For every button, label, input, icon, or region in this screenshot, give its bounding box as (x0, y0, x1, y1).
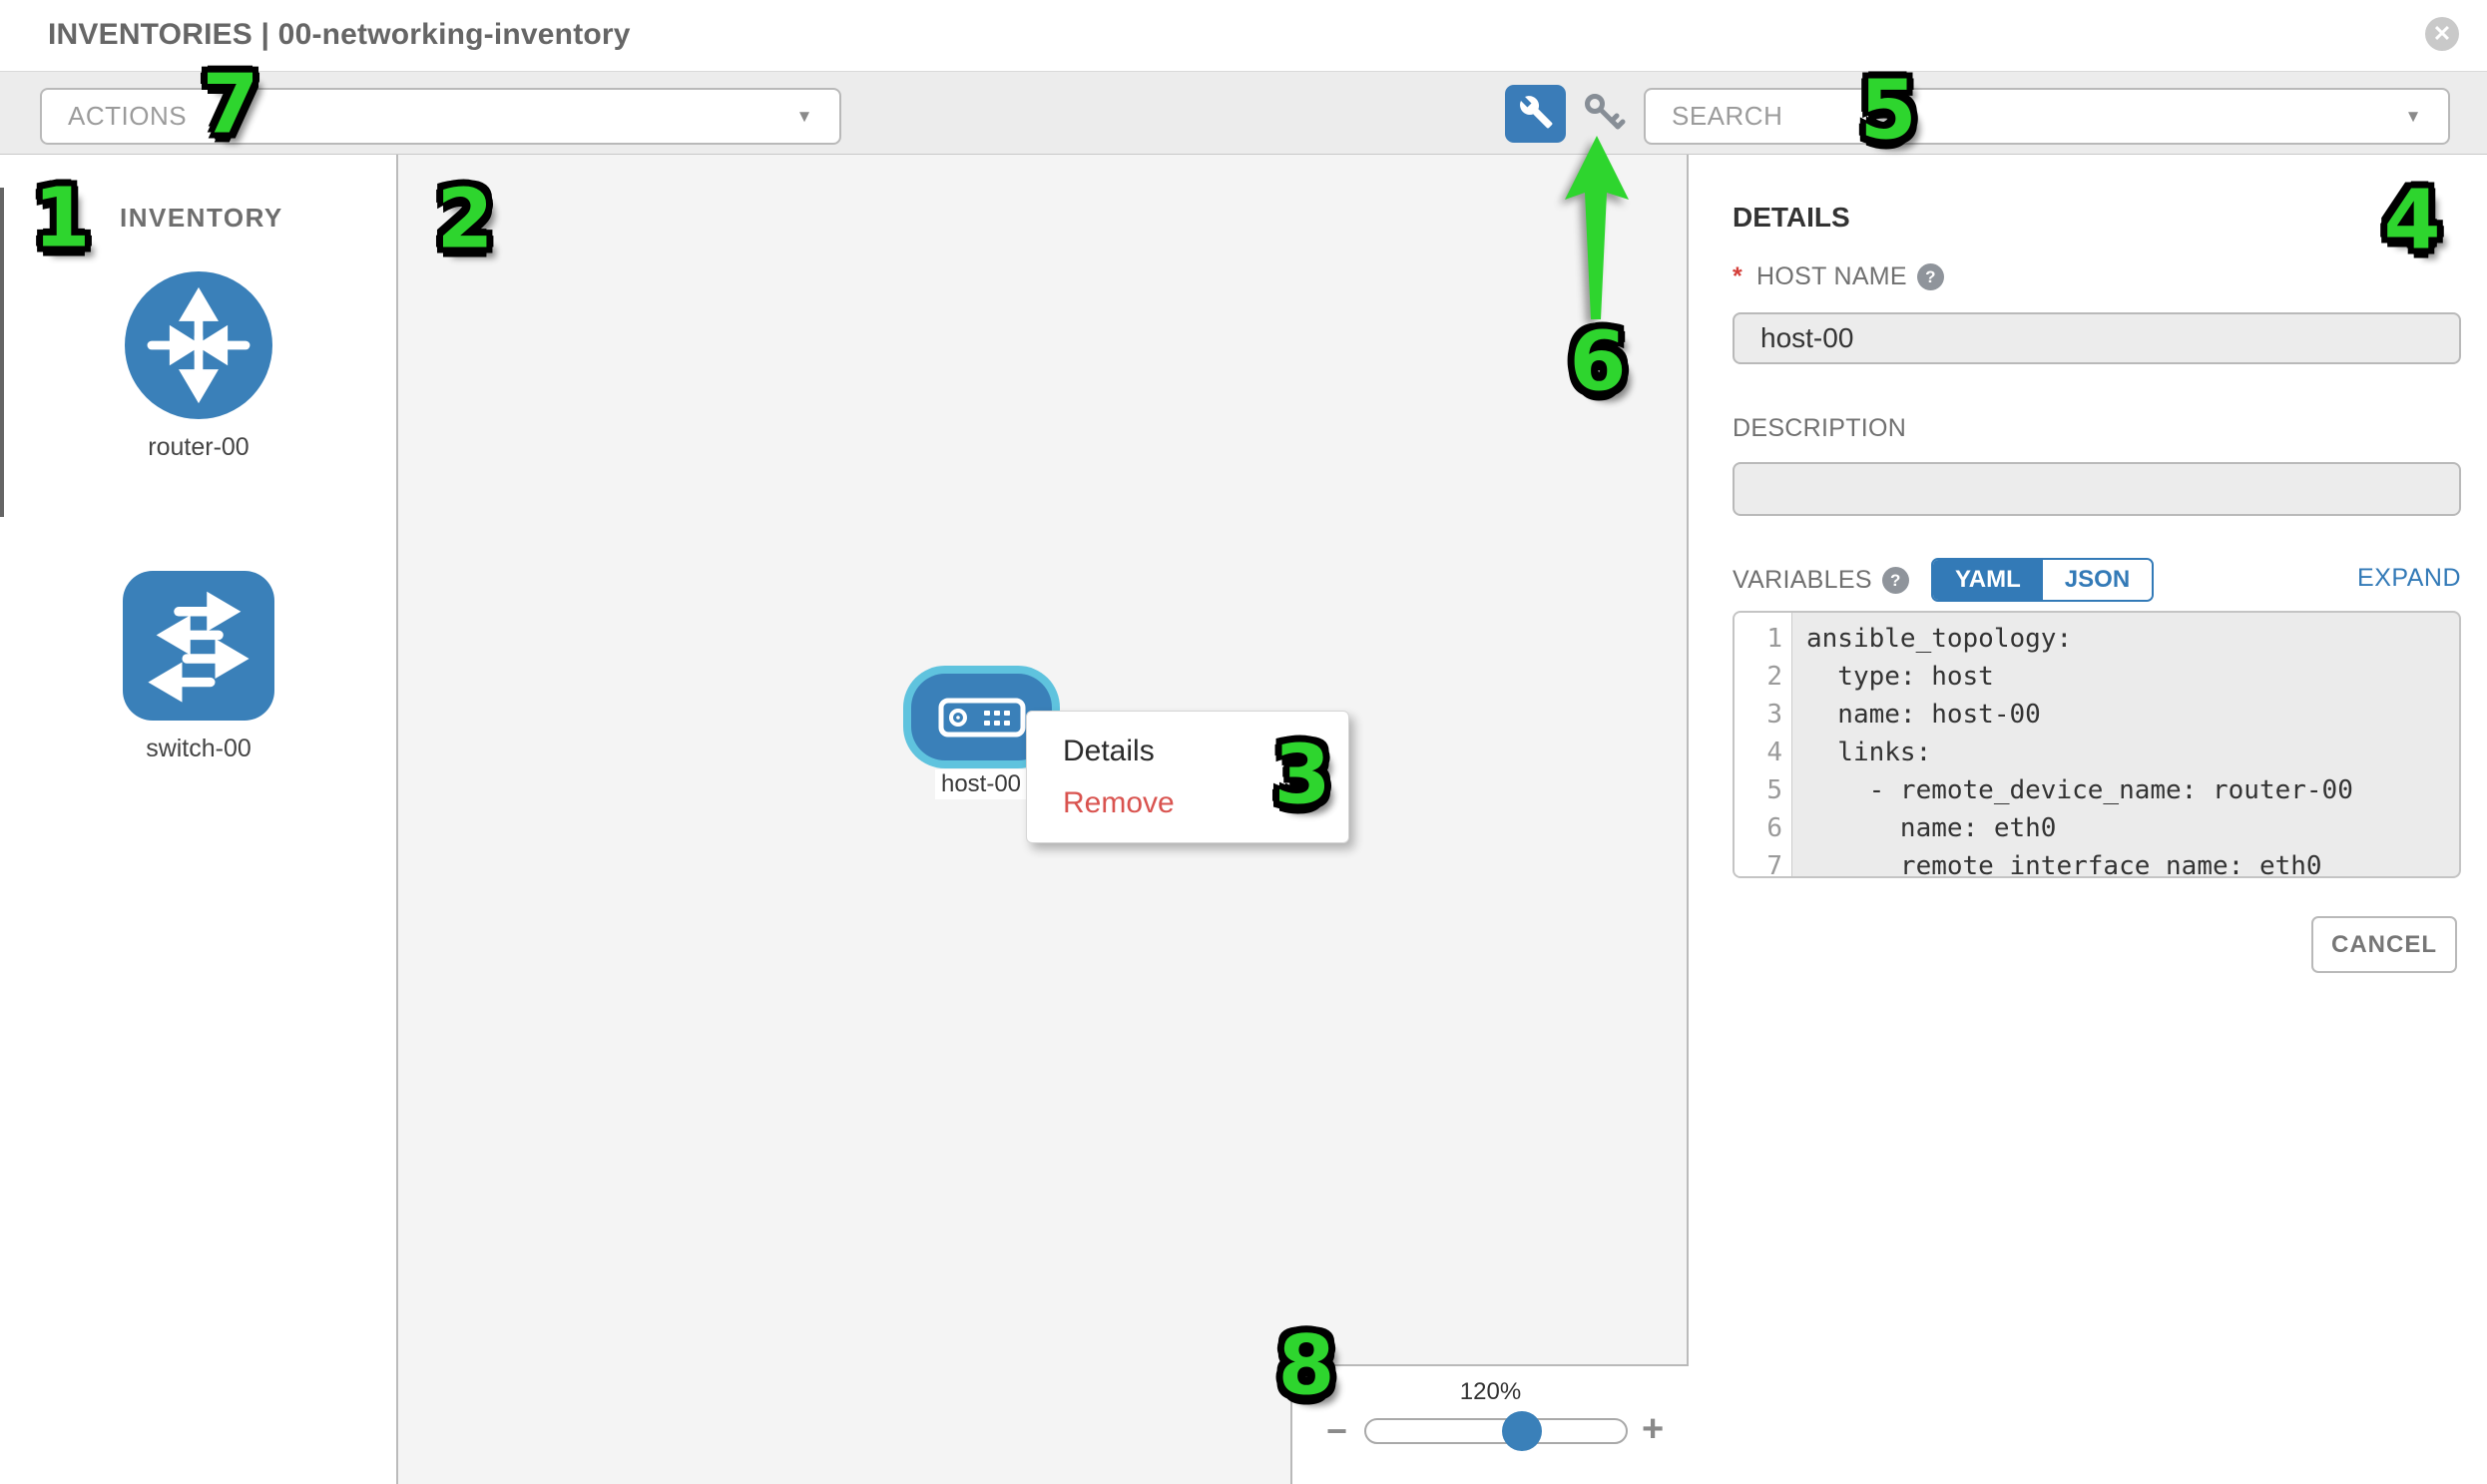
topology-canvas[interactable]: host-00 Details Remove 120% − + (398, 155, 1689, 1484)
required-asterisk: * (1733, 262, 1743, 290)
header: INVENTORIES | 00-networking-inventory ✕ (0, 0, 2487, 72)
zoom-slider-track[interactable] (1364, 1411, 1628, 1451)
description-label: DESCRIPTION (1733, 414, 1907, 442)
sidebar-scrollbar[interactable] (0, 188, 4, 517)
code-line: name: eth0 (1806, 813, 2057, 843)
tab-yaml[interactable]: YAML (1933, 560, 2043, 600)
cancel-button[interactable]: CANCEL (2311, 916, 2457, 973)
help-icon[interactable]: ? (1916, 263, 1944, 290)
configure-tools-button[interactable] (1505, 85, 1566, 143)
code-line: - remote_device_name: router-00 (1806, 775, 2353, 805)
line-number: 5 (1766, 775, 1782, 805)
details-panel: DETAILS * HOST NAME ? DESCRIPTION VARIAB… (1691, 155, 2487, 1484)
actions-dropdown[interactable]: ACTIONS ▼ (40, 88, 841, 145)
sidebar-item-router[interactable]: router-00 (125, 271, 272, 462)
details-panel-title: DETAILS (1733, 202, 1850, 233)
line-number: 1 (1766, 624, 1782, 654)
sidebar-item-switch[interactable]: switch-00 (123, 571, 274, 763)
actions-dropdown-label: ACTIONS (68, 101, 188, 131)
zoom-out-button[interactable]: − (1326, 1410, 1348, 1451)
tab-json[interactable]: JSON (2042, 560, 2153, 600)
zoom-slider-handle[interactable] (1502, 1411, 1542, 1451)
host-name-label: HOST NAME (1756, 262, 1907, 290)
key-button[interactable] (1582, 92, 1628, 139)
code-line: remote_interface_name: eth0 (1806, 851, 2322, 878)
host-node-label: host-00 (935, 769, 1027, 799)
description-field[interactable] (1733, 462, 2461, 516)
line-number: 6 (1766, 813, 1782, 843)
editor-line-numbers: 1 2 3 4 5 6 7 (1735, 613, 1792, 876)
switch-icon (123, 571, 274, 721)
code-line: name: host-00 (1806, 700, 2041, 730)
router-icon (125, 271, 272, 419)
toolbar: ACTIONS ▼ SEARCH ▼ (0, 72, 2487, 155)
search-dropdown-label: SEARCH (1672, 101, 1783, 131)
code-line: type: host (1806, 662, 1994, 692)
key-icon (1582, 92, 1628, 139)
line-number: 3 (1766, 700, 1782, 730)
context-menu: Details Remove (1026, 711, 1349, 843)
code-line: ansible_topology: (1806, 624, 2073, 654)
zoom-level-value: 120% (1459, 1378, 1522, 1405)
variables-format-toggle: YAML JSON (1931, 558, 2155, 602)
editor-code[interactable]: ansible_topology: type: host name: host-… (1792, 613, 2459, 876)
context-menu-item-remove[interactable]: Remove (1063, 786, 1175, 819)
zoom-in-button[interactable]: + (1642, 1408, 1665, 1450)
variables-row: VARIABLES ? YAML JSON EXPAND (1733, 558, 2461, 606)
help-icon[interactable]: ? (1881, 567, 1909, 594)
wrench-icon (1518, 94, 1554, 135)
context-menu-item-details[interactable]: Details (1063, 735, 1155, 767)
host-name-label-row: * HOST NAME ? (1733, 262, 1944, 291)
line-number: 7 (1766, 851, 1782, 878)
code-line: links: (1806, 738, 1932, 767)
line-number: 4 (1766, 738, 1782, 767)
sidebar-title: INVENTORY (120, 203, 283, 233)
zoom-control-panel: 120% − + (1290, 1364, 1689, 1484)
search-dropdown[interactable]: SEARCH ▼ (1644, 88, 2450, 145)
inventory-sidebar: INVENTORY router-00 (0, 155, 398, 1484)
chevron-down-icon: ▼ (795, 106, 813, 126)
variables-label-row: VARIABLES ? (1733, 566, 1909, 595)
variables-label: VARIABLES (1733, 566, 1872, 594)
close-icon[interactable]: ✕ (2425, 17, 2459, 51)
variables-code-editor[interactable]: 1 2 3 4 5 6 7 ansible_topology: type: ho… (1733, 611, 2461, 878)
expand-link[interactable]: EXPAND (2357, 564, 2461, 592)
page-title: INVENTORIES | 00-networking-inventory (48, 18, 631, 51)
sidebar-item-label: switch-00 (146, 735, 251, 762)
chevron-down-icon: ▼ (2404, 106, 2422, 126)
sidebar-item-label: router-00 (148, 433, 249, 461)
line-number: 2 (1766, 662, 1782, 692)
host-name-field[interactable] (1733, 312, 2461, 364)
